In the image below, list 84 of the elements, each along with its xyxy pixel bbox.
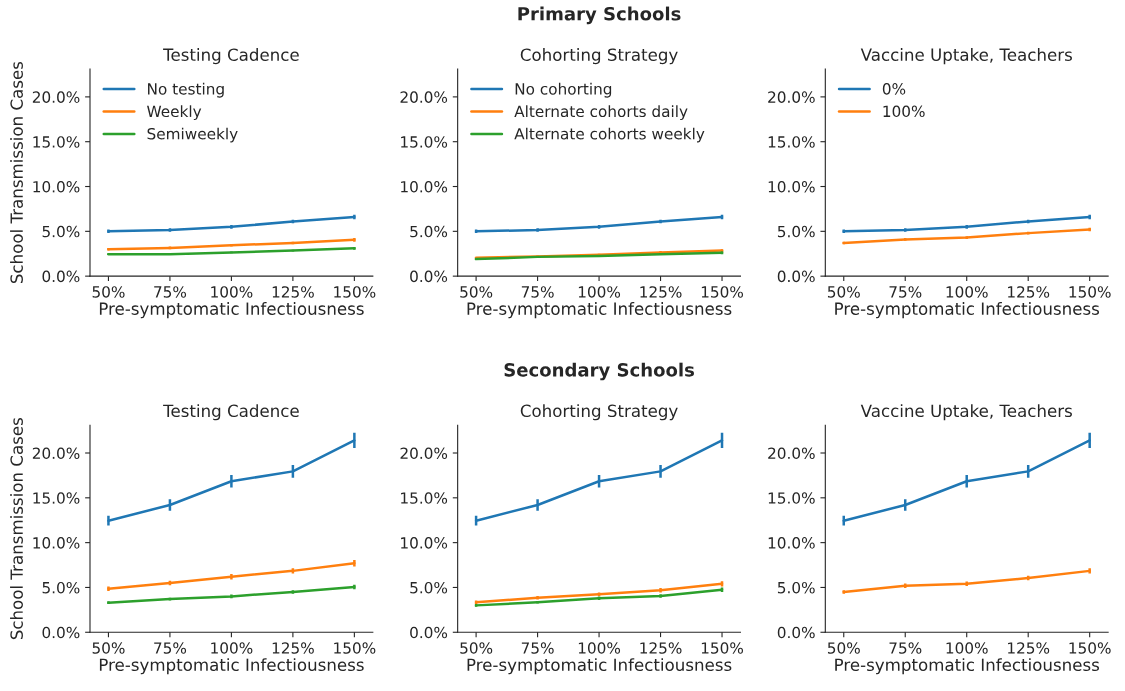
x-tick-label: 125% [1008,286,1050,298]
y-tick-label: 5.0% [777,225,815,238]
x-tick-label: 75% [521,286,554,298]
y-tick-label: 10.0% [768,537,815,549]
y-tick-label: 0.0% [410,270,448,283]
y-tick-label: 15.0% [401,492,448,504]
x-tick-label: 50% [460,286,493,298]
y-tick-label: 20.0% [400,91,448,103]
y-tick-label: 20.0% [32,447,80,460]
y-tick-label: 15.0% [33,136,80,148]
x-tick-label: 150% [1069,642,1111,654]
x-tick-label: 75% [521,642,554,654]
legend-label: Alternate cohorts weekly [514,127,705,143]
text: Primary Schools [518,6,681,25]
legend-label: No testing [148,82,224,98]
y-tick-label: 0.0% [777,270,815,283]
x-tick-label: 100% [946,286,988,298]
y-tick-label: 0.0% [410,626,448,639]
x-tick-label: 100% [211,286,253,298]
y-tick-label: 15.0% [401,136,448,148]
y-tick-label: 10.0% [401,180,448,193]
y-tick-label: 15.0% [768,136,815,148]
y-tick-label: 5.0% [777,581,815,594]
x-tick-label: 75% [154,642,187,654]
legend-label: 0% [882,83,906,95]
y-tick-label: 20.0% [32,91,80,103]
text: Secondary Schools [504,362,694,381]
chart-title: Testing Cadence [163,404,299,421]
y-tick-label: 10.0% [768,180,815,193]
y-tick-label: 0.0% [42,270,80,283]
y-tick-label: 0.0% [777,626,815,639]
x-tick-label: 125% [1008,642,1050,654]
y-tick-label: 20.0% [768,91,815,103]
y-tick-label: 15.0% [33,492,80,504]
y-tick-label: 10.0% [33,180,80,193]
x-tick-label: 50% [92,286,125,298]
x-tick-label: 150% [1069,286,1111,298]
y-tick-label: 5.0% [42,581,80,594]
y-tick-label: 10.0% [33,537,80,549]
x-tick-label: 150% [334,642,376,654]
y-tick-label: 0.0% [42,626,80,639]
x-tick-label: 75% [889,642,922,654]
x-tick-label: 50% [92,642,125,654]
x-tick-label: 150% [334,286,376,298]
x-tick-label: 125% [272,642,314,654]
x-tick-label: 50% [827,286,860,298]
y-tick-label: 15.0% [768,492,815,504]
x-tick-label: 50% [827,642,860,654]
legend-label: Semiweekly [147,127,238,143]
y-tick-label: 10.0% [401,537,448,549]
x-axis-title: Pre-symptomatic Infectiousness [835,658,1100,675]
x-tick-label: 125% [640,642,682,654]
x-axis-title: Pre-symptomatic Infectiousness [835,302,1100,319]
legend-label: Alternate cohorts daily [514,105,688,121]
x-axis-title: Pre-symptomatic Infectiousness [99,302,364,319]
y-tick-label: 20.0% [768,447,815,460]
y-tick-label: 20.0% [400,447,448,460]
chart-title: Cohorting Strategy [520,48,678,65]
x-tick-label: 75% [154,286,187,298]
x-tick-label: 100% [578,286,621,298]
chart-title: Cohorting Strategy [520,404,678,421]
chart-title: Vaccine Uptake, Teachers [860,48,1072,65]
x-axis-title: Pre-symptomatic Infectiousness [99,658,364,675]
y-axis-title: School Transmission Cases [10,61,23,284]
x-tick-label: 100% [946,642,988,654]
legend-label: Weekly [147,105,202,121]
x-tick-label: 150% [701,642,744,654]
x-tick-label: 50% [460,642,493,654]
x-tick-label: 100% [211,642,253,654]
x-tick-label: 125% [640,286,682,298]
chart-title: Vaccine Uptake, Teachers [860,404,1072,421]
x-tick-label: 100% [578,642,621,654]
y-tick-label: 5.0% [42,225,80,238]
legend-label: 100% [883,105,925,118]
x-tick-label: 125% [272,286,314,298]
y-tick-label: 5.0% [410,225,448,238]
legend-label: No cohorting [515,82,612,98]
x-tick-label: 75% [889,286,922,298]
chart-title: Testing Cadence [163,48,299,65]
x-axis-title: Pre-symptomatic Infectiousness [467,658,732,675]
y-axis-title: School Transmission Cases [10,418,23,640]
y-tick-label: 5.0% [410,581,448,594]
x-axis-title: Pre-symptomatic Infectiousness [467,302,732,319]
x-tick-label: 150% [701,286,744,298]
